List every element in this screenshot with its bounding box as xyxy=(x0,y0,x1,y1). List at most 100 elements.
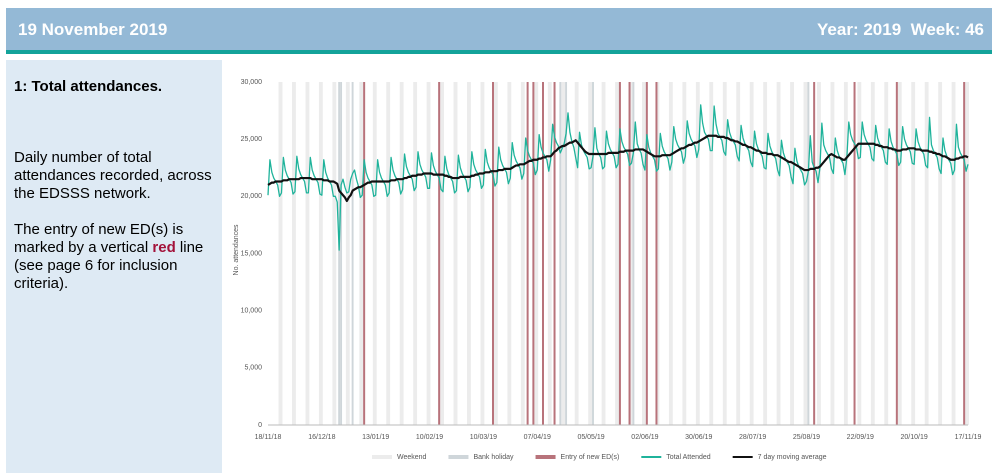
description: Daily number of total attendances record… xyxy=(14,149,212,202)
weekend-band xyxy=(695,82,700,425)
weekend-band xyxy=(776,82,781,425)
weekend-band xyxy=(292,82,296,425)
legend-label: 7 day moving average xyxy=(758,454,827,461)
weekend-band xyxy=(318,82,323,425)
weekend-band xyxy=(480,82,485,425)
bank-holiday-band xyxy=(807,82,810,425)
weekend-band xyxy=(843,82,848,425)
weekend-band xyxy=(372,82,377,425)
x-tick-label: 25/08/19 xyxy=(793,434,820,441)
weekend-band xyxy=(534,82,539,425)
weekend-band xyxy=(615,82,619,425)
legend-swatch xyxy=(372,455,392,459)
bank-holiday-band xyxy=(338,82,341,425)
legend-swatch xyxy=(448,455,469,459)
weekend-band xyxy=(386,82,391,425)
x-tick-label: 10/03/19 xyxy=(470,434,497,441)
weekend-band xyxy=(305,82,310,425)
section-heading: 1: Total attendances. xyxy=(14,78,163,95)
y-tick-label: 20,000 xyxy=(241,193,263,200)
weekend-band xyxy=(965,82,969,425)
y-tick-label: 15,000 xyxy=(241,250,263,257)
weekend-band xyxy=(507,82,512,425)
y-tick-label: 10,000 xyxy=(241,308,263,315)
x-tick-label: 28/07/19 xyxy=(739,434,766,441)
note-text: The entry of new ED(s) is marked by a ve… xyxy=(14,221,184,256)
weekend-band xyxy=(467,82,471,425)
weekend-band xyxy=(574,82,579,425)
chart: No. attendances 0 5,000 10,000 15,000 20,000… xyxy=(233,79,982,461)
weekend-band xyxy=(830,82,835,425)
series-line xyxy=(267,104,969,251)
weekend-band xyxy=(951,82,956,425)
weekend-band xyxy=(413,82,418,425)
bank-holiday-band xyxy=(565,82,568,425)
weekend-band xyxy=(588,82,593,425)
weekend-band xyxy=(520,82,525,425)
weekend-band xyxy=(884,82,889,425)
bank-holiday-band xyxy=(340,82,343,425)
y-tick-label: 5,000 xyxy=(244,365,262,372)
x-tick-label: 13/01/19 xyxy=(362,434,389,441)
weekend-band xyxy=(763,82,768,425)
series-line xyxy=(267,134,969,203)
weekend-band xyxy=(561,82,566,425)
x-tick-label: 10/02/19 xyxy=(416,434,443,441)
weekend-band xyxy=(709,82,714,425)
year-week: Year: 2019 Week: 46 xyxy=(817,20,984,39)
weekend-band xyxy=(345,82,350,425)
weekend-band xyxy=(857,82,862,425)
y-tick-label: 0 xyxy=(258,422,262,429)
x-tick-label: 05/05/19 xyxy=(577,434,604,441)
y-tick-label: 30,000 xyxy=(241,79,263,86)
weekend-band xyxy=(722,82,727,425)
weekend-band xyxy=(817,82,821,425)
weekend-band xyxy=(278,82,283,425)
y-tick-label: 25,000 xyxy=(241,136,263,143)
x-tick-label: 30/06/19 xyxy=(685,434,712,441)
x-tick-label: 20/10/19 xyxy=(901,434,928,441)
header: 19 November 2019 Year: 2019 Week: 46 xyxy=(6,8,992,54)
weekend-band xyxy=(668,82,673,425)
legend-label: Entry of new ED(s) xyxy=(561,454,620,461)
x-tick-label: 17/11/19 xyxy=(955,434,982,441)
note: The entry of new ED(s) is marked by a ve… xyxy=(14,221,214,293)
weekend-band xyxy=(547,82,552,425)
weekend-band xyxy=(359,82,364,425)
weekend-band xyxy=(642,82,646,425)
bank-holiday-band xyxy=(559,82,562,425)
bank-holiday-band xyxy=(351,82,354,425)
weekend-band xyxy=(453,82,458,425)
y-axis-label: No. attendances xyxy=(233,224,240,275)
bank-holiday-band xyxy=(632,82,635,425)
x-tick-label: 02/06/19 xyxy=(631,434,658,441)
x-tick-label: 22/09/19 xyxy=(847,434,874,441)
weekend-band xyxy=(493,82,498,425)
weekend-band xyxy=(790,82,794,425)
sidebar: 1: Total attendances. Daily number of to… xyxy=(6,60,222,473)
legend-swatch xyxy=(535,455,556,459)
weekend-band xyxy=(897,82,902,425)
weekend-band xyxy=(911,82,916,425)
weekend-band xyxy=(870,82,875,425)
legend-label: Bank holiday xyxy=(473,454,514,461)
report-date: 19 November 2019 xyxy=(18,20,168,39)
weekend-band xyxy=(803,82,808,425)
weekend-band xyxy=(924,82,929,425)
weekend-band xyxy=(426,82,431,425)
weekend-band xyxy=(736,82,741,425)
x-tick-label: 16/12/18 xyxy=(308,434,335,441)
x-tick-label: 07/04/19 xyxy=(524,434,551,441)
x-tick-label: 18/11/18 xyxy=(255,434,282,441)
weekend-band xyxy=(332,82,337,425)
weekend-band xyxy=(682,82,687,425)
bank-holiday-band xyxy=(592,82,594,425)
weekend-band xyxy=(399,82,404,425)
weekend-band xyxy=(440,82,444,425)
legend-label: Weekend xyxy=(397,454,427,461)
legend-label: Total Attended xyxy=(666,454,710,461)
weekend-band xyxy=(601,82,606,425)
note-highlight: red xyxy=(152,239,176,256)
note-text: line (see page 6 for inclusion criteria)… xyxy=(14,239,204,292)
